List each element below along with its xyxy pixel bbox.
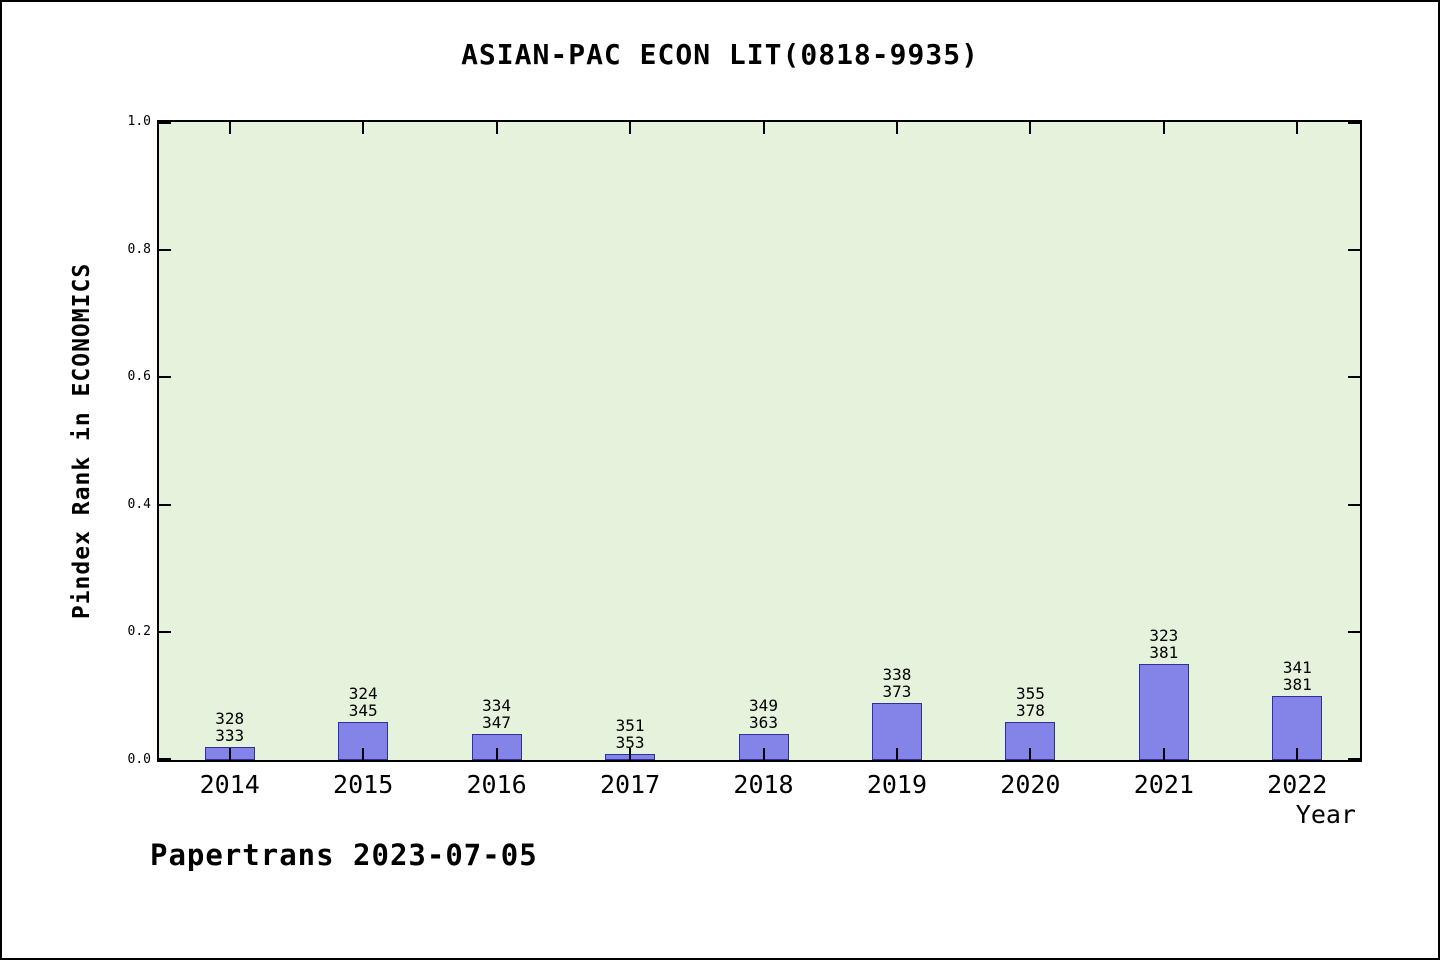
- y-tick-mark: [1348, 376, 1360, 379]
- x-tick-mark: [763, 122, 765, 134]
- y-tick-mark: [1348, 758, 1360, 760]
- x-tick-mark: [496, 122, 498, 134]
- bar-value-label: 355 378: [1016, 685, 1045, 719]
- chart-title: ASIAN-PAC ECON LIT(0818-9935): [461, 38, 979, 71]
- bar-value-line: 381: [1149, 643, 1179, 662]
- bar-value-line: 381: [1282, 675, 1312, 694]
- y-tick-label: 0.4: [127, 496, 151, 512]
- x-tick-mark: [1029, 748, 1031, 760]
- x-tick-mark: [1163, 748, 1165, 760]
- x-tick-mark: [763, 748, 765, 760]
- x-tick-label: 2017: [599, 770, 661, 799]
- bar-value-label: 324 345: [349, 685, 378, 719]
- x-tick-label: 2022: [1267, 770, 1328, 799]
- y-tick-mark: [159, 631, 171, 634]
- x-tick-mark: [896, 748, 898, 760]
- y-tick-mark: [1348, 503, 1360, 506]
- x-tick-label: 2015: [333, 770, 394, 799]
- bar-value-line: 355: [1015, 684, 1045, 703]
- x-tick-mark: [362, 748, 364, 760]
- bar-value-label: 338 373: [882, 666, 911, 700]
- y-tick-mark: [1348, 122, 1360, 124]
- bar-value-line: 378: [1015, 701, 1045, 720]
- bar-value-label: 341 381: [1283, 659, 1312, 693]
- y-tick-label: 1.0: [127, 114, 151, 129]
- bar-value-line: 328: [215, 709, 245, 728]
- bar-value-line: 373: [882, 682, 912, 701]
- bar-value-line: 338: [882, 665, 912, 684]
- x-tick-mark: [1296, 122, 1298, 134]
- y-tick-label: 0.6: [127, 369, 151, 385]
- bar-value-label: 349 363: [749, 697, 778, 731]
- y-tick-mark: [1348, 248, 1360, 251]
- plot-area: 0.0 0.2 0.4 0.6 0.8 1.0 328 333 2014 324 345 2015 33…: [128, 115, 1362, 799]
- x-tick-label: 2014: [199, 770, 260, 799]
- x-tick-label: 2021: [1133, 770, 1194, 799]
- y-axis-label: Pindex Rank in ECONOMICS: [69, 262, 95, 620]
- x-tick-label: 2020: [1000, 770, 1061, 799]
- bar-value-line: 345: [348, 701, 378, 720]
- x-tick-mark: [896, 122, 898, 134]
- bar-value-line: 363: [749, 713, 778, 732]
- bar-value-line: 347: [482, 713, 512, 732]
- x-tick-mark: [1163, 122, 1165, 134]
- bar-value-line: 334: [482, 696, 512, 715]
- bar-value-line: 351: [615, 716, 645, 735]
- watermark-text: Papertrans 2023-07-05: [150, 838, 538, 872]
- x-tick-mark: [629, 748, 631, 760]
- x-tick-mark: [229, 122, 231, 134]
- y-tick-mark: [159, 376, 171, 379]
- x-tick-label: 2018: [733, 770, 794, 799]
- bar-value-label: 334 347: [482, 697, 511, 731]
- bar-value-line: 333: [215, 726, 245, 745]
- y-tick-mark: [159, 248, 171, 251]
- x-tick-label: 2019: [866, 770, 928, 799]
- y-tick-label: 0.0: [127, 752, 151, 767]
- y-tick-mark: [159, 758, 171, 760]
- bar-value-label: 351 353: [616, 717, 645, 751]
- bar-value-line: 323: [1149, 626, 1179, 645]
- y-tick-label: 0.8: [127, 241, 151, 257]
- bar-value-line: 349: [749, 696, 778, 715]
- y-tick-mark: [1348, 631, 1360, 634]
- bar-value-line: 353: [615, 733, 645, 752]
- y-tick-mark: [159, 503, 171, 506]
- y-tick-mark: [159, 122, 171, 124]
- y-tick-label: 0.2: [127, 624, 151, 640]
- x-tick-label: 2016: [466, 770, 527, 799]
- x-tick-mark: [629, 122, 631, 134]
- bar-value-line: 341: [1282, 658, 1312, 677]
- x-axis-label: Year: [1295, 800, 1356, 829]
- x-tick-mark: [229, 748, 231, 760]
- bar-value-line: 324: [348, 684, 378, 703]
- x-tick-mark: [496, 748, 498, 760]
- bar-value-label: 323 381: [1149, 627, 1178, 661]
- bar: [1139, 664, 1189, 760]
- x-tick-mark: [1029, 122, 1031, 134]
- bar-value-label: 328 333: [215, 710, 244, 744]
- x-tick-mark: [362, 122, 364, 134]
- x-tick-mark: [1296, 748, 1298, 760]
